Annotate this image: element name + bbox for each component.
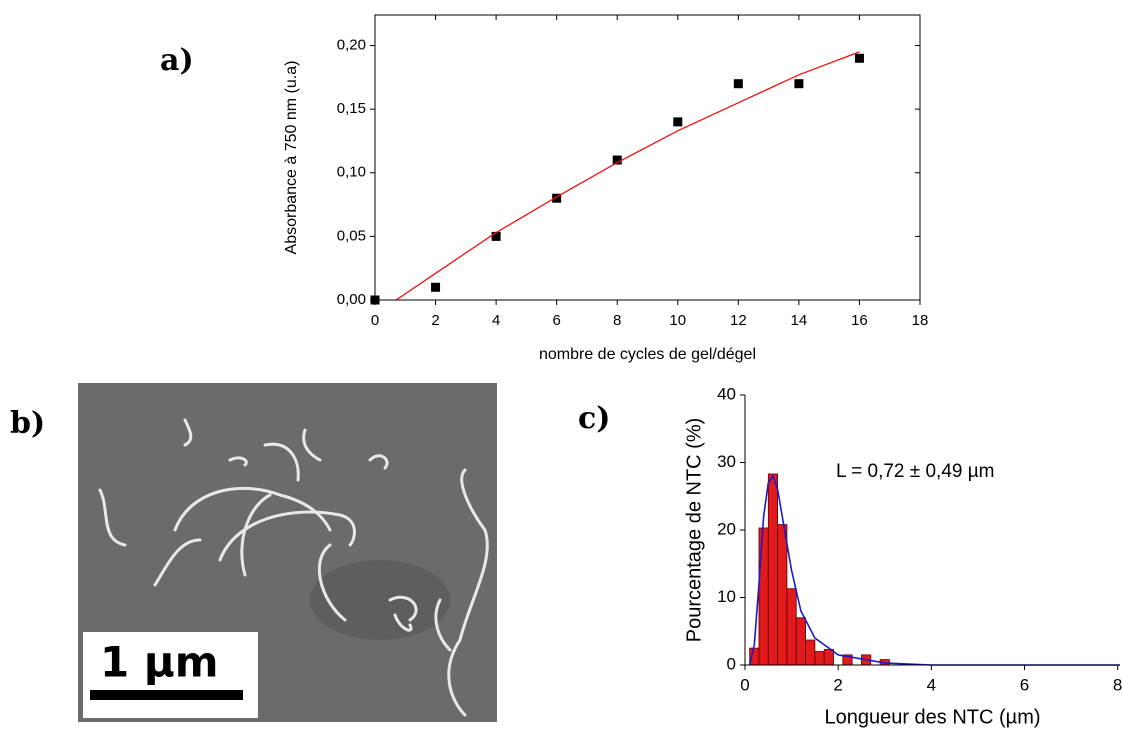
- y-tick-label: 10: [717, 587, 736, 606]
- x-axis-label: nombre de cycles de gel/dégel: [539, 346, 756, 363]
- x-tick-label: 16: [851, 312, 868, 329]
- panel-label: b): [10, 406, 45, 441]
- y-tick-label: 0,10: [337, 164, 366, 181]
- sem-image: 1 µm: [78, 383, 497, 722]
- panel-label: a): [160, 43, 194, 78]
- histogram-bar: [805, 639, 816, 666]
- x-tick-label: 8: [613, 312, 621, 329]
- histogram-bar: [795, 617, 806, 666]
- x-tick-label: 8: [1113, 675, 1122, 694]
- x-tick-label: 4: [492, 312, 500, 329]
- y-axis-label: Absorbance à 750 nm (u.a): [283, 61, 300, 255]
- fit-line: [395, 51, 860, 301]
- data-point: [733, 79, 743, 89]
- y-tick-label: 0,15: [337, 100, 366, 117]
- data-point: [491, 231, 501, 241]
- x-tick-label: 10: [669, 312, 686, 329]
- x-axis-label: Longueur des NTC (µm): [824, 706, 1040, 728]
- y-tick-label: 40: [717, 384, 736, 403]
- histogram-bar: [767, 473, 779, 666]
- x-tick-label: 2: [431, 312, 439, 329]
- histogram-bar: [814, 651, 825, 666]
- histogram-bar: [786, 588, 797, 666]
- data-point: [673, 117, 683, 127]
- y-axis-label: Pourcentage de NTC (%): [683, 418, 705, 643]
- y-tick-label: 0,20: [337, 37, 366, 54]
- fit-line: [748, 474, 1120, 666]
- x-tick-label: 14: [791, 312, 808, 329]
- x-tick-label: 12: [730, 312, 747, 329]
- y-tick-label: 0,05: [337, 227, 366, 244]
- y-tick-label: 0,00: [337, 291, 366, 308]
- histogram-bar: [758, 527, 769, 666]
- y-tick-label: 0: [727, 654, 736, 673]
- data-point: [552, 193, 562, 203]
- y-tick-label: 20: [717, 519, 736, 538]
- x-tick-label: 0: [740, 675, 749, 694]
- annotation: L = 0,72 ± 0,49 µm: [836, 461, 995, 482]
- histogram-bar: [823, 649, 834, 666]
- data-point: [612, 155, 622, 165]
- x-tick-label: 6: [552, 312, 560, 329]
- plot-frame: [374, 14, 921, 301]
- histogram-bar: [777, 524, 788, 666]
- y-tick-label: 30: [717, 452, 736, 471]
- x-tick-label: 6: [1020, 675, 1029, 694]
- data-point: [794, 79, 804, 89]
- x-tick-label: 18: [912, 312, 929, 329]
- x-tick-label: 2: [833, 675, 842, 694]
- data-point: [431, 282, 441, 292]
- x-tick-label: 4: [927, 675, 936, 694]
- scale-bar: [90, 690, 243, 700]
- x-tick-label: 0: [371, 312, 379, 329]
- scale-bar-label: 1 µm: [100, 638, 219, 687]
- panel-label: c): [578, 401, 610, 436]
- data-point: [854, 53, 864, 63]
